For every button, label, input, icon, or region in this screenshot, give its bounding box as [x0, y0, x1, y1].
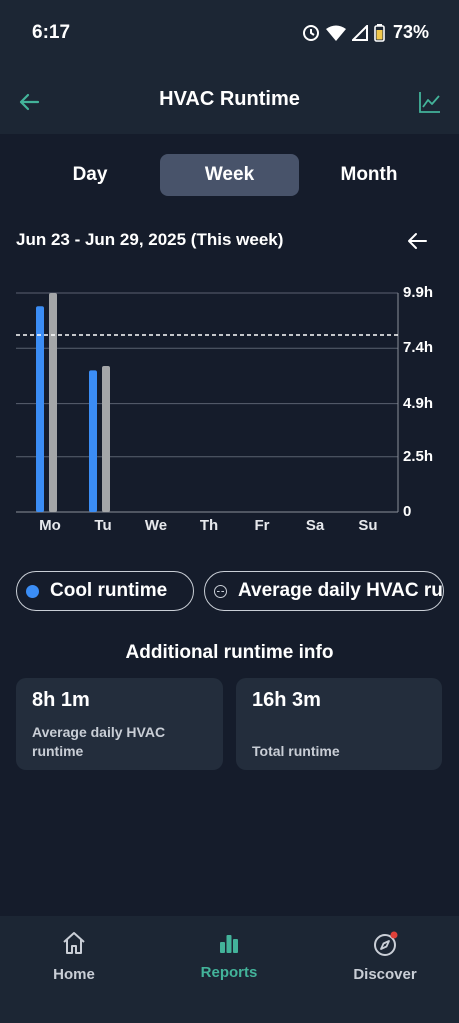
average-runtime-card: 8h 1m Average daily HVAC runtime	[16, 678, 223, 770]
bar-chart-icon	[220, 935, 238, 953]
legend-cool-runtime[interactable]: Cool runtime	[16, 571, 194, 611]
status-time: 6:17	[32, 22, 71, 43]
card-label: Average daily HVAC runtime	[32, 724, 166, 759]
nav-reports-label: Reports	[200, 964, 258, 981]
battery-percent: 73%	[392, 22, 429, 42]
section-title: Additional runtime info	[125, 642, 334, 663]
alarm-icon	[302, 24, 319, 41]
y-tick-label: 4.9h	[403, 394, 434, 412]
dashed-line-icon	[214, 584, 227, 598]
x-tick-label: Tu	[94, 517, 112, 534]
nav-reports[interactable]: Reports	[169, 916, 289, 1016]
status-icons: 73%	[302, 22, 429, 43]
back-arrow-icon[interactable]	[16, 89, 42, 115]
date-range: Jun 23 - Jun 29, 2025 (This week)	[16, 230, 284, 249]
bar	[89, 370, 97, 512]
y-tick-label: 2.5h	[403, 447, 434, 465]
x-tick-label: Mo	[39, 517, 61, 534]
compass-icon	[374, 931, 398, 956]
battery-icon	[374, 23, 385, 42]
x-tick-label: Th	[199, 517, 219, 534]
tab-week[interactable]: Week	[160, 154, 299, 196]
x-tick-label: We	[144, 517, 168, 534]
wifi-icon	[325, 25, 346, 41]
bar	[49, 293, 57, 512]
signal-icon	[351, 24, 368, 41]
line-chart-icon[interactable]	[417, 89, 443, 115]
status-bar: 6:17 73%	[0, 0, 459, 68]
legend-average-label: Average daily HVAC runtime	[238, 580, 443, 601]
bar	[102, 366, 110, 512]
total-runtime-card: 16h 3m Total runtime	[236, 678, 442, 770]
y-tick-label: 0	[403, 503, 412, 520]
cool-dot-icon	[26, 584, 39, 598]
app-bar: HVAC Runtime	[0, 68, 459, 134]
period-tabs: Day Week Month	[20, 154, 440, 196]
card-value: 16h 3m	[252, 689, 321, 711]
x-tick-label: Sa	[305, 517, 325, 534]
tab-month[interactable]: Month	[340, 164, 398, 185]
previous-week-arrow-icon[interactable]	[405, 229, 429, 253]
bottom-nav: Home Reports Discover	[0, 916, 459, 1023]
tab-day[interactable]: Day	[72, 164, 108, 185]
bar	[36, 306, 44, 512]
nav-home-label: Home	[53, 966, 95, 983]
nav-home[interactable]: Home	[14, 916, 134, 1016]
y-tick-label: 7.4h	[403, 339, 434, 357]
y-tick-label: 9.9h	[403, 284, 434, 301]
legend-cool-label: Cool runtime	[50, 580, 168, 601]
runtime-chart-svg	[16, 292, 399, 513]
nav-discover[interactable]: Discover	[325, 916, 445, 1016]
runtime-chart: 9.9h 7.4h 4.9h 2.5h 0 Mo Tu We Th Fr Sa Su	[0, 280, 459, 540]
legend-average-runtime[interactable]: Average daily HVAC runtime	[204, 571, 444, 611]
nav-discover-label: Discover	[353, 966, 417, 983]
x-tick-label: Fr	[254, 517, 270, 534]
page-title: HVAC Runtime	[159, 88, 300, 110]
home-icon	[63, 932, 85, 954]
card-label: Total runtime	[252, 743, 340, 759]
card-value: 8h 1m	[32, 689, 90, 711]
x-tick-label: Su	[358, 517, 378, 534]
